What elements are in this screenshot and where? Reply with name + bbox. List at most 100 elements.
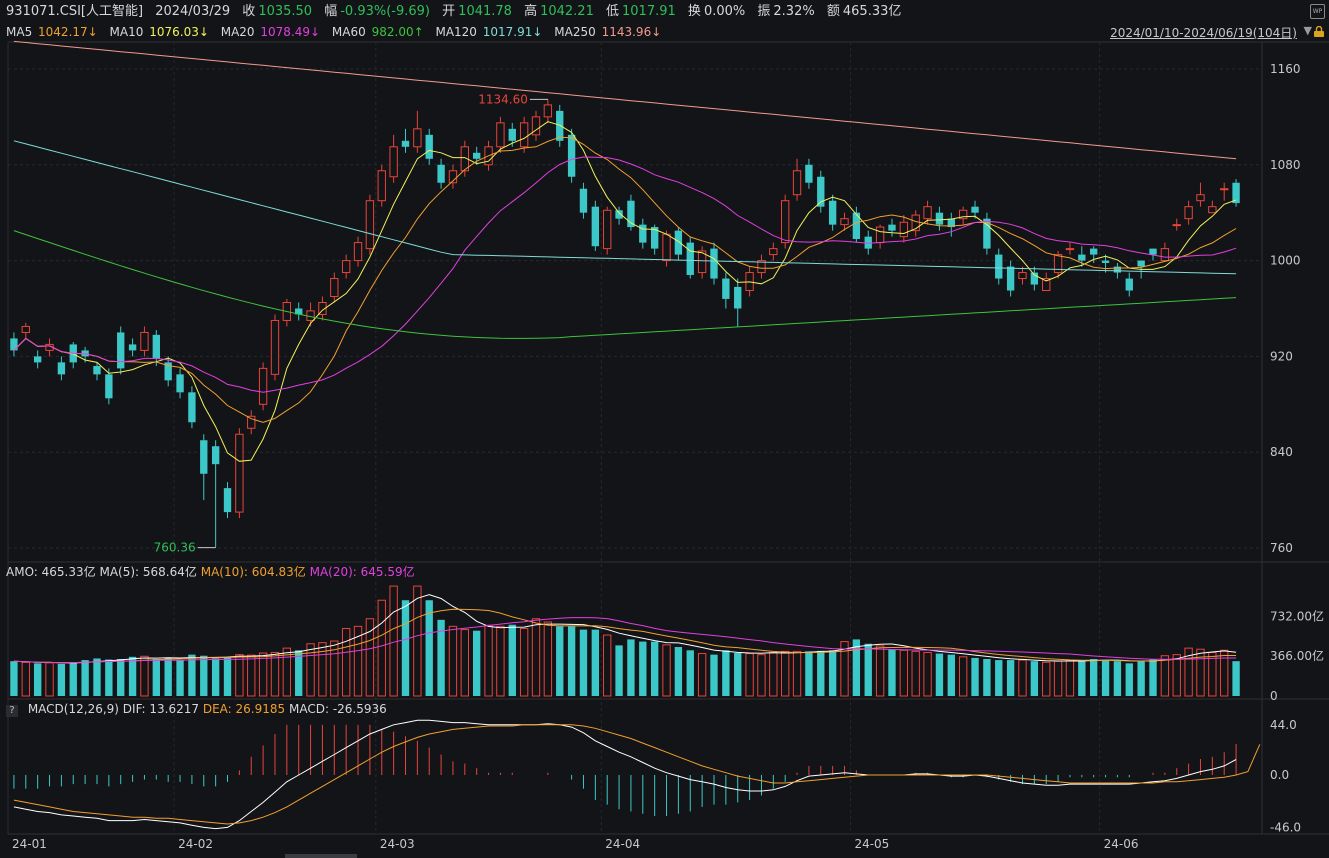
- low-label: 低: [606, 4, 620, 19]
- candle: [591, 200, 600, 251]
- lock-icon[interactable]: [1313, 26, 1325, 37]
- candle: [805, 158, 813, 189]
- volume-bar: [710, 654, 718, 696]
- candle-body: [496, 122, 505, 148]
- candle: [425, 128, 433, 165]
- price-tick-label: 920: [1270, 349, 1293, 363]
- macd-legend: ? MACD(12,26,9) DIF: 13.6217 DEA: 26.918…: [6, 701, 387, 717]
- candle-body: [437, 164, 445, 183]
- volume-bar: [448, 625, 458, 697]
- volume-bar: [223, 656, 232, 696]
- volume-bar: [282, 647, 292, 697]
- volume-bar: [958, 656, 968, 697]
- price-tick-label: 1000: [1270, 254, 1301, 268]
- volume-bar: [164, 657, 172, 696]
- candle-body: [152, 334, 160, 359]
- candle-body: [425, 134, 433, 159]
- quote-header: 931071.CSI[人工智能] 2024/03/29 收 1035.50 幅 -0…: [6, 3, 909, 21]
- candle-body: [556, 110, 564, 141]
- ma60-value: 982.00↑: [371, 25, 424, 39]
- volume-bar: [531, 618, 541, 697]
- volume-bar: [817, 650, 825, 696]
- ma-legend: MA5 1042.17↓ MA10 1076.03↓ MA20 1078.49↓…: [6, 24, 663, 40]
- ma10-value: 1076.03↓: [149, 25, 209, 39]
- candle-body: [531, 116, 541, 136]
- candle: [817, 170, 825, 213]
- volume-bar: [1065, 659, 1075, 697]
- candle: [1006, 260, 1015, 297]
- volume-panel: [10, 585, 1240, 697]
- volume-bar: [911, 650, 920, 697]
- volume-bar: [57, 663, 66, 696]
- candle-body: [840, 218, 849, 226]
- date-tick-label: 24-04: [605, 837, 640, 851]
- dropdown-arrow-icon[interactable]: ▼: [1303, 24, 1312, 37]
- candle-body: [995, 254, 1003, 279]
- volume-bar: [1101, 660, 1110, 696]
- date-range-selector[interactable]: 2024/01/10-2024/06/19(104日): [1110, 26, 1297, 40]
- amo-value: AMO: 465.33亿: [6, 565, 96, 579]
- volume-bar: [330, 640, 339, 697]
- volume-bar: [899, 649, 909, 697]
- candle-body: [722, 278, 730, 299]
- ma250-line: [13, 40, 1237, 160]
- change-label: 幅: [324, 4, 338, 19]
- volume-bar: [353, 625, 363, 697]
- ma60-line: [13, 230, 1237, 339]
- volume-bar: [519, 628, 529, 697]
- candle: [983, 212, 991, 255]
- candle-body: [1149, 248, 1157, 255]
- volume-bar: [211, 658, 220, 696]
- candle: [1184, 200, 1193, 225]
- candle-body: [864, 236, 872, 249]
- help-icon[interactable]: ?: [6, 705, 18, 717]
- ma60-label: MA60: [331, 25, 366, 39]
- scrollbar-thumb: [285, 854, 357, 858]
- volume-bar: [603, 634, 612, 697]
- candle-body: [686, 242, 694, 275]
- volume-bar: [662, 644, 671, 697]
- volume-bar: [306, 643, 315, 697]
- candle-body: [235, 433, 244, 513]
- candle-body: [508, 128, 516, 141]
- candle: [353, 236, 363, 267]
- wp-icon[interactable]: WP: [1310, 4, 1325, 19]
- candle: [627, 194, 635, 231]
- volume-bar: [1090, 659, 1098, 696]
- candle-body: [710, 248, 718, 279]
- candle: [117, 326, 125, 375]
- candle: [1196, 182, 1205, 207]
- candle-body: [188, 392, 196, 423]
- volume-bar: [543, 621, 553, 697]
- dif-line: [13, 719, 1237, 830]
- candle-body: [460, 146, 469, 172]
- candle: [852, 206, 861, 243]
- volume-bar: [69, 662, 77, 696]
- candle: [958, 206, 968, 225]
- candle: [828, 194, 837, 231]
- chart-grid: [7, 41, 1329, 835]
- high-label: 高: [524, 4, 538, 19]
- candle-body: [911, 214, 920, 232]
- volume-bar: [1137, 661, 1145, 696]
- volume-bar: [1208, 651, 1217, 697]
- candle: [270, 314, 280, 381]
- candle: [389, 134, 398, 183]
- candle: [1101, 254, 1110, 273]
- volume-bar: [1184, 647, 1193, 697]
- candle: [330, 272, 339, 303]
- volume-bar: [627, 639, 635, 696]
- candle-body: [1006, 266, 1015, 291]
- candle-body: [1030, 272, 1039, 285]
- candle-body: [1042, 278, 1051, 292]
- volume-bar: [674, 647, 683, 696]
- volume-bar: [200, 655, 208, 696]
- date-tick-label: 24-03: [380, 837, 415, 851]
- candle-body: [1078, 254, 1086, 261]
- candle-body: [792, 170, 802, 196]
- candle-body: [1053, 254, 1063, 274]
- volume-bar: [176, 660, 184, 696]
- candle: [164, 356, 172, 387]
- candle-body: [1065, 248, 1075, 251]
